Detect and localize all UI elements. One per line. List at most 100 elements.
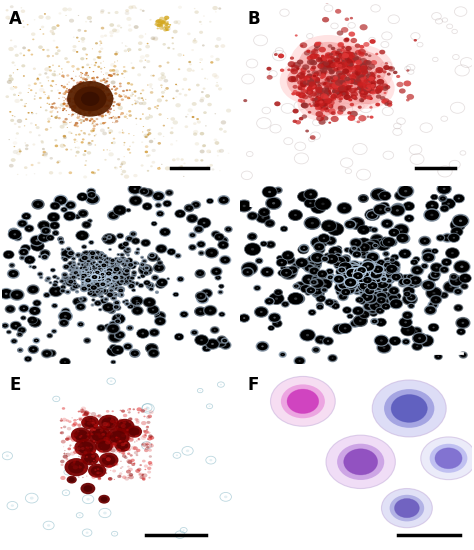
Circle shape <box>142 131 144 133</box>
Circle shape <box>117 272 118 273</box>
Circle shape <box>287 272 291 274</box>
Circle shape <box>379 282 390 290</box>
Circle shape <box>367 95 372 98</box>
Circle shape <box>82 73 83 74</box>
Circle shape <box>92 277 98 280</box>
Circle shape <box>85 280 86 281</box>
Circle shape <box>341 288 342 289</box>
Circle shape <box>153 37 158 41</box>
Circle shape <box>137 73 141 76</box>
Circle shape <box>89 99 90 100</box>
Circle shape <box>109 74 113 77</box>
Circle shape <box>414 279 417 282</box>
Circle shape <box>320 102 326 107</box>
Circle shape <box>164 15 169 20</box>
Circle shape <box>362 82 366 86</box>
Circle shape <box>60 419 63 422</box>
Circle shape <box>103 275 110 280</box>
Circle shape <box>217 155 219 156</box>
Circle shape <box>187 214 198 223</box>
Circle shape <box>80 130 82 131</box>
Circle shape <box>85 263 86 264</box>
Circle shape <box>88 280 90 282</box>
Circle shape <box>118 262 119 263</box>
Circle shape <box>82 260 83 261</box>
Circle shape <box>316 89 323 94</box>
Circle shape <box>114 92 118 95</box>
Circle shape <box>104 277 109 282</box>
Circle shape <box>315 103 320 107</box>
Circle shape <box>60 358 70 366</box>
Circle shape <box>354 323 356 324</box>
Circle shape <box>102 255 103 256</box>
Circle shape <box>37 272 43 276</box>
Circle shape <box>27 316 37 324</box>
Circle shape <box>315 99 320 103</box>
Circle shape <box>358 82 363 86</box>
Circle shape <box>176 158 180 161</box>
Circle shape <box>461 284 468 289</box>
Circle shape <box>65 91 67 93</box>
Circle shape <box>315 100 323 105</box>
Circle shape <box>368 272 374 277</box>
Circle shape <box>359 85 365 90</box>
Circle shape <box>90 97 93 100</box>
Circle shape <box>358 276 360 277</box>
Circle shape <box>100 68 102 69</box>
Circle shape <box>67 91 70 93</box>
Circle shape <box>91 270 95 272</box>
Circle shape <box>368 279 376 285</box>
Circle shape <box>100 287 102 288</box>
Circle shape <box>380 296 383 298</box>
Circle shape <box>131 92 134 94</box>
Circle shape <box>100 274 105 279</box>
Circle shape <box>141 141 143 143</box>
Circle shape <box>121 281 122 282</box>
Circle shape <box>292 269 293 271</box>
Circle shape <box>99 450 103 453</box>
Circle shape <box>440 266 449 273</box>
Circle shape <box>138 48 142 51</box>
Circle shape <box>109 118 110 119</box>
Circle shape <box>194 38 196 40</box>
Circle shape <box>215 141 219 145</box>
Circle shape <box>80 100 82 101</box>
Circle shape <box>359 63 365 68</box>
Circle shape <box>295 282 306 290</box>
Circle shape <box>351 75 356 79</box>
Circle shape <box>115 421 117 422</box>
Circle shape <box>146 426 149 428</box>
Circle shape <box>434 251 436 252</box>
Circle shape <box>369 78 374 81</box>
Circle shape <box>343 267 345 268</box>
Circle shape <box>21 245 30 252</box>
Circle shape <box>57 50 61 52</box>
Circle shape <box>155 312 165 320</box>
Circle shape <box>100 284 101 285</box>
Circle shape <box>15 14 18 16</box>
Circle shape <box>103 259 107 261</box>
Circle shape <box>90 428 94 431</box>
Circle shape <box>219 237 228 244</box>
Circle shape <box>94 472 99 477</box>
Circle shape <box>219 312 225 317</box>
Circle shape <box>365 261 375 268</box>
Circle shape <box>361 92 365 95</box>
Circle shape <box>184 205 194 212</box>
Circle shape <box>383 279 384 280</box>
Circle shape <box>307 86 313 91</box>
Circle shape <box>388 260 400 270</box>
Circle shape <box>85 72 88 74</box>
Circle shape <box>358 80 364 84</box>
Circle shape <box>220 292 221 293</box>
Circle shape <box>122 263 123 264</box>
Circle shape <box>354 269 367 279</box>
Circle shape <box>72 283 79 289</box>
Circle shape <box>128 262 134 267</box>
Circle shape <box>100 273 101 274</box>
Circle shape <box>99 274 100 275</box>
Circle shape <box>96 251 100 254</box>
Circle shape <box>320 101 328 107</box>
Circle shape <box>99 474 100 475</box>
Circle shape <box>301 114 307 119</box>
